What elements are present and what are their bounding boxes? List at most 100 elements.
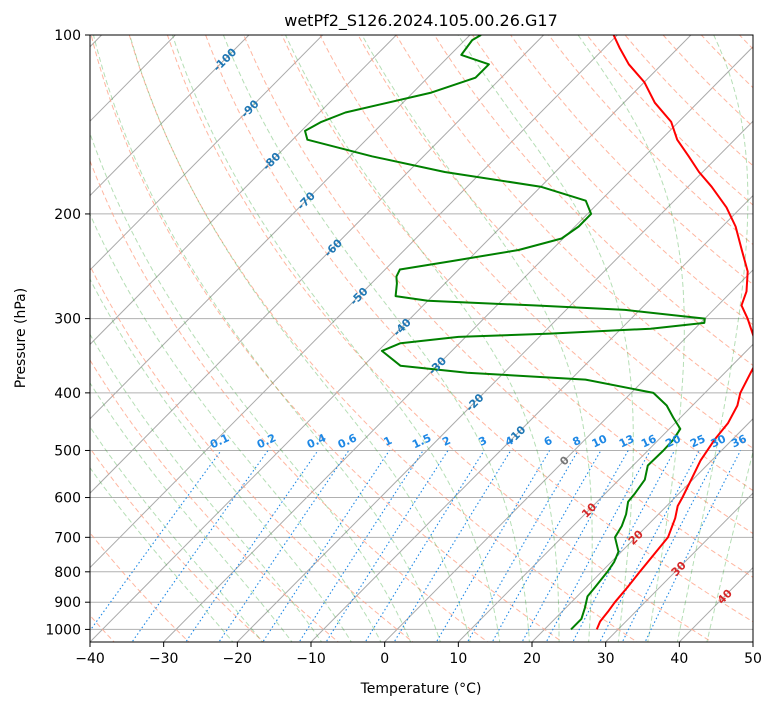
isotherm-line (457, 343, 753, 642)
y-tick-label: 400 (54, 386, 81, 402)
x-tick-label: −40 (75, 651, 105, 667)
dry-adiabat (764, 22, 775, 645)
isotherm-label: 40 (715, 587, 735, 607)
dry-adiabat (281, 35, 753, 535)
mixing-ratio-label: 8 (571, 434, 583, 449)
x-tick-label: −20 (223, 651, 253, 667)
moist-adiabat (90, 131, 412, 642)
mixing-ratio-label: 2 (440, 434, 452, 449)
mixing-ratio-label: 1.5 (410, 431, 433, 451)
dry-adiabat (395, 35, 753, 408)
mixing-ratio-line (185, 450, 319, 642)
y-tick-label: 600 (54, 491, 81, 507)
moist-adiabat (577, 35, 685, 642)
x-tick-label: −30 (149, 651, 179, 667)
mixing-ratio-line (599, 450, 700, 642)
dry-adiabat (738, 35, 753, 50)
mixing-ratio-line (218, 450, 350, 642)
mixing-ratio-line (621, 450, 721, 642)
moist-adiabat (222, 35, 530, 642)
y-tick-label: 100 (54, 28, 81, 44)
isotherm-line (90, 35, 619, 569)
isotherm-line (90, 35, 250, 197)
moist-adiabat (90, 382, 293, 642)
chart-title: wetPf2_S126.2024.105.00.26.G17 (284, 11, 558, 31)
moist-adiabat (90, 278, 352, 642)
isotherm-label: 30 (669, 559, 689, 579)
x-tick-label: −10 (296, 651, 326, 667)
dry-adiabat (586, 35, 753, 206)
isotherm-line (604, 492, 753, 642)
x-axis-label: Temperature (°C) (360, 681, 482, 697)
dry-adiabat (509, 35, 753, 286)
dry-adiabat (166, 35, 713, 642)
y-tick-label: 900 (54, 595, 81, 611)
dry-adiabat (90, 532, 190, 642)
y-tick-label: 300 (54, 312, 81, 328)
temperature-profile (595, 35, 753, 630)
dry-adiabat (624, 35, 753, 167)
isotherm-line (90, 35, 324, 271)
dry-adiabat (90, 35, 564, 642)
isotherm-label: -100 (211, 45, 240, 74)
moist-adiabat (129, 35, 471, 642)
x-tick-label: 0 (380, 651, 389, 667)
dry-adiabat (357, 35, 753, 449)
isotherm-line (90, 35, 471, 420)
mixing-ratio-line (393, 450, 512, 642)
isotherm-line (531, 418, 753, 642)
isotherm-line (162, 46, 753, 642)
y-tick-label: 500 (54, 443, 81, 459)
moist-adiabat (90, 426, 264, 642)
mixing-ratio-line (131, 450, 269, 642)
x-tick-label: 30 (597, 651, 615, 667)
mixing-ratio-line (298, 450, 424, 642)
mixing-ratio-label: 0.1 (208, 431, 231, 451)
mixing-ratio-label: 36 (729, 432, 749, 450)
mixing-ratio-line (466, 450, 579, 642)
dry-adiabat (471, 35, 753, 326)
moist-adiabat (361, 35, 593, 642)
isotherm-label: -60 (322, 236, 345, 259)
isotherm-line (236, 120, 753, 642)
moist-adiabat (90, 333, 323, 642)
mixing-ratio-line (521, 450, 629, 642)
mixing-ratio-label: 16 (639, 432, 659, 450)
mixing-ratio-line (325, 450, 449, 642)
mixing-ratio-line (262, 450, 390, 642)
mixing-ratio-label: 1 (382, 434, 394, 449)
mixing-ratio-label: 0.4 (305, 431, 328, 451)
y-tick-label: 200 (54, 207, 81, 223)
dry-adiabat (90, 264, 414, 642)
dry-adiabat (243, 35, 753, 578)
moist-adiabat (706, 450, 753, 642)
moist-adiabat (285, 35, 560, 642)
dry-adiabat (90, 159, 489, 642)
isotherm-line (90, 35, 398, 346)
moist-adiabat (171, 35, 501, 642)
plot-frame (89, 34, 754, 643)
dry-adiabat (700, 35, 753, 89)
y-tick-label: 1000 (45, 622, 81, 638)
mixing-ratio-label: 20 (663, 432, 683, 450)
moist-adiabat (676, 35, 749, 642)
isotherm-line (752, 641, 753, 642)
moist-adiabat (90, 466, 234, 642)
mixing-ratio-label: 25 (688, 432, 707, 450)
y-tick-label: 800 (54, 565, 81, 581)
x-tick-label: 40 (670, 651, 688, 667)
dewpoint-profile (304, 35, 706, 631)
mixing-ratio-label: 3 (477, 434, 489, 449)
dry-adiabat (90, 359, 340, 642)
isotherm-label: 0 (557, 453, 572, 468)
mixing-ratio-label: 13 (617, 432, 636, 450)
mixing-ratio-label: 10 (590, 432, 610, 450)
moist-adiabat (93, 35, 441, 642)
dry-adiabat (90, 447, 265, 642)
isotherm-line (310, 194, 753, 642)
dry-adiabat (128, 35, 638, 642)
x-tick-label: 20 (523, 651, 541, 667)
mixing-ratio-label: 30 (709, 432, 729, 450)
isotherm-line (90, 35, 545, 494)
